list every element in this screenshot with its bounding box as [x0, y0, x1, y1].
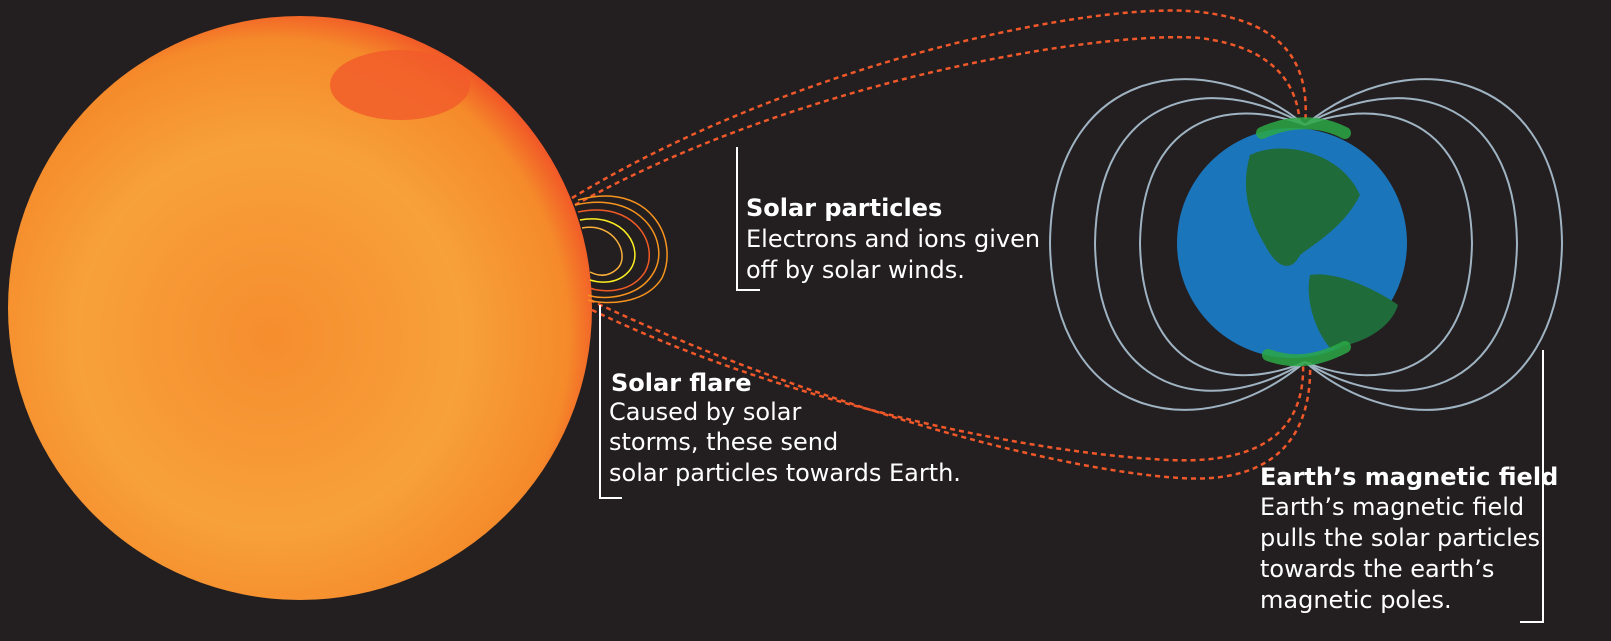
label-text: Caused by solar	[609, 398, 801, 426]
label-text: Earth’s magnetic field	[1260, 493, 1524, 521]
label-text: off by solar winds.	[746, 256, 965, 284]
diagram: Solar particles Electrons and ions given…	[0, 0, 1611, 641]
label-text: solar particles towards Earth.	[609, 459, 961, 487]
label-title: Earth’s magnetic field	[1260, 463, 1558, 491]
label-text: Electrons and ions given	[746, 225, 1040, 253]
sun	[8, 16, 592, 600]
label-title: Solar flare	[611, 369, 751, 397]
label-text: towards the earth’s	[1260, 555, 1494, 583]
label-text: pulls the solar particles	[1260, 524, 1540, 552]
sun-spot	[330, 50, 470, 120]
label-title: Solar particles	[746, 194, 942, 222]
label-text: magnetic poles.	[1260, 586, 1452, 614]
label-text: storms, these send	[609, 428, 838, 456]
